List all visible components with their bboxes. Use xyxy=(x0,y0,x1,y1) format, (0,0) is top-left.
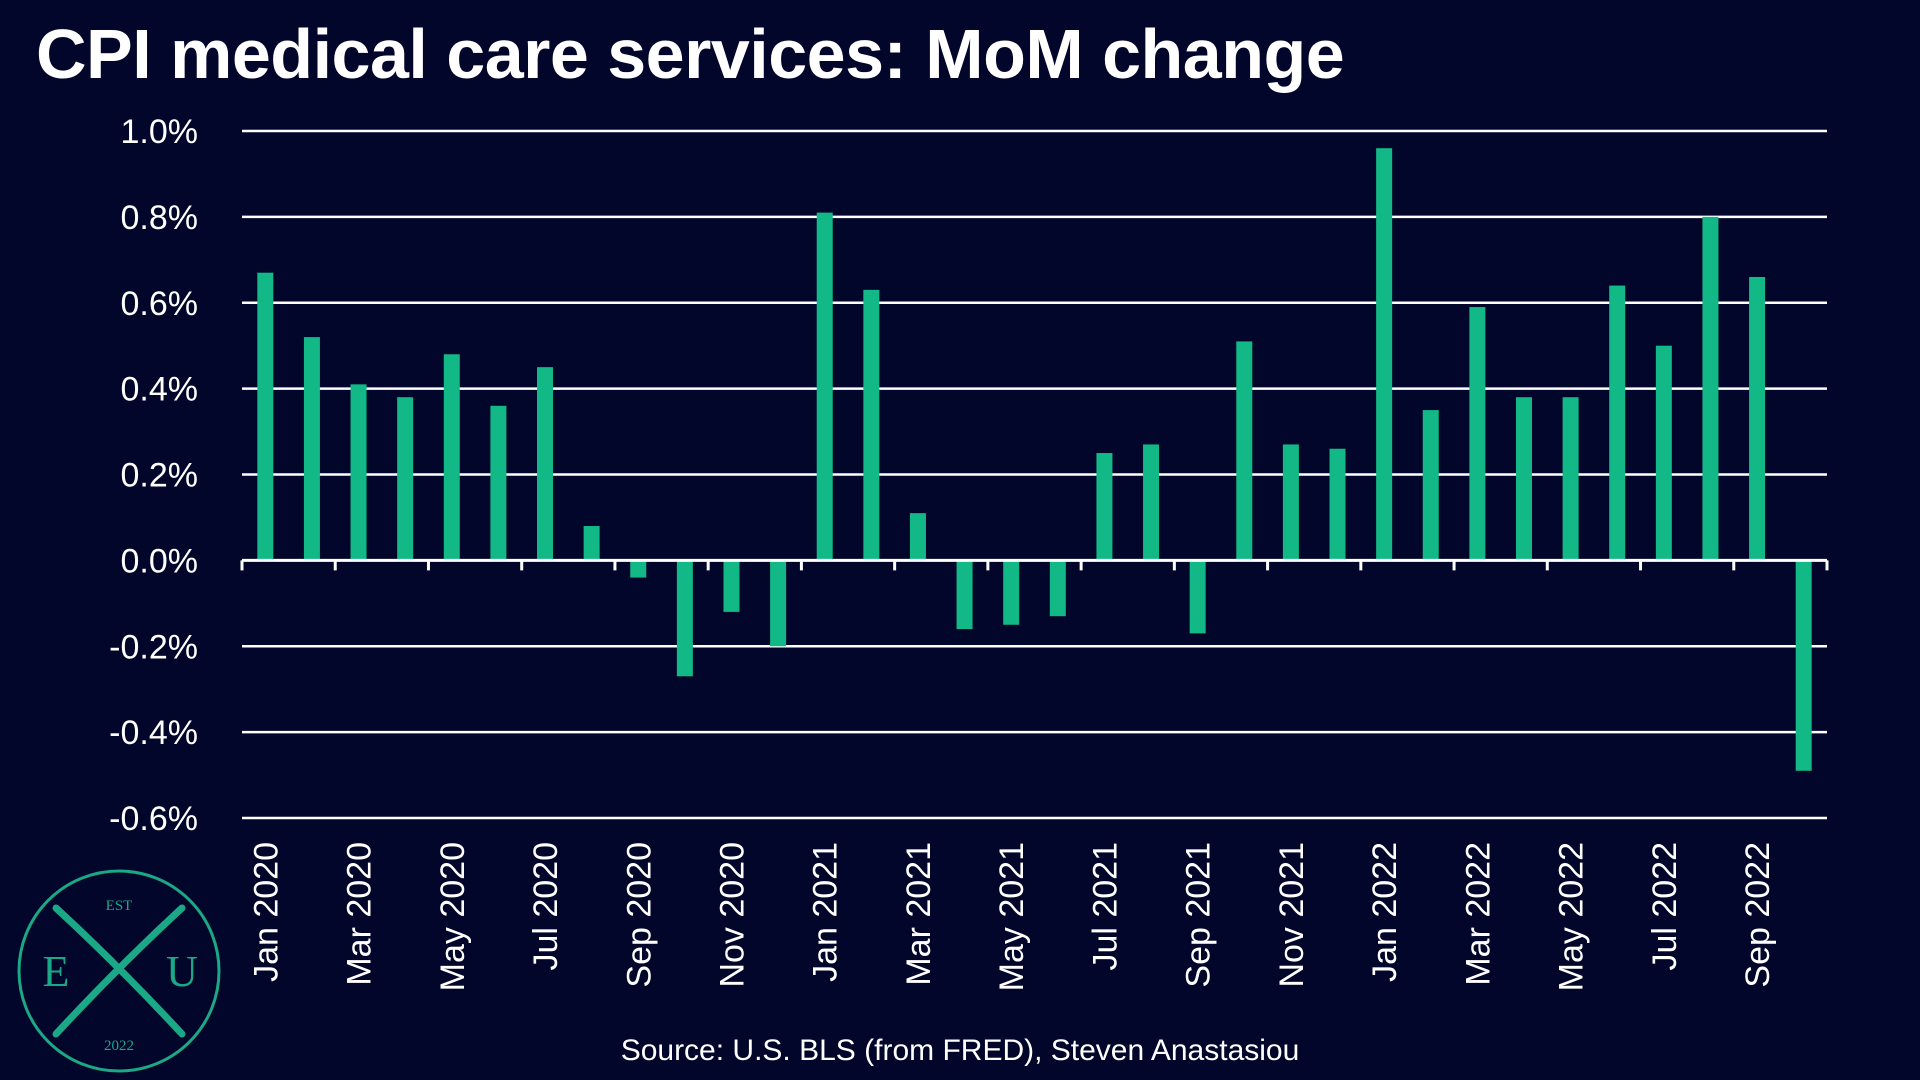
bar xyxy=(816,212,833,561)
bar xyxy=(1562,397,1579,561)
y-tick-label: 0.2% xyxy=(121,457,199,495)
bar xyxy=(1655,345,1672,561)
x-tick-label: Nov 2020 xyxy=(713,842,751,988)
logo-top-text: EST xyxy=(106,898,133,914)
source-note: Source: U.S. BLS (from FRED), Steven Ana… xyxy=(620,1034,1300,1067)
bar xyxy=(909,513,926,561)
bar xyxy=(583,526,600,561)
logo-right-letter: U xyxy=(166,947,198,996)
y-tick-label: -0.4% xyxy=(109,714,198,752)
bar xyxy=(257,272,274,561)
x-tick-label: Mar 2021 xyxy=(900,842,938,986)
bar xyxy=(863,289,880,561)
x-tick-label: Mar 2022 xyxy=(1459,842,1497,986)
x-tick-label: Sep 2021 xyxy=(1180,842,1218,988)
bar xyxy=(1422,410,1439,561)
y-tick-label: 1.0% xyxy=(121,113,199,151)
chart-title: CPI medical care services: MoM change xyxy=(36,15,1345,93)
logo-left-letter: E xyxy=(43,947,70,996)
bar xyxy=(1282,444,1299,561)
x-tick-label: Jul 2022 xyxy=(1646,842,1684,971)
x-axis-tick-labels: Jan 2020 Mar 2020 May 2020 Jul 2020 Sep 2020… xyxy=(247,842,1777,991)
bar xyxy=(1609,285,1626,561)
bar xyxy=(1795,560,1812,771)
x-tick-label: Jan 2022 xyxy=(1366,842,1404,982)
bar xyxy=(1376,148,1393,561)
bar xyxy=(1003,560,1020,625)
logo-ring xyxy=(17,869,221,1073)
y-tick-label: 0.0% xyxy=(121,542,199,580)
bar xyxy=(1469,307,1486,561)
x-axis xyxy=(240,558,1829,571)
y-tick-label: -0.2% xyxy=(109,628,198,666)
y-tick-label: 0.4% xyxy=(121,371,199,409)
bar xyxy=(303,337,320,561)
bar xyxy=(537,367,554,561)
bar xyxy=(397,397,414,561)
bar xyxy=(1515,397,1532,561)
x-tick-label: Sep 2020 xyxy=(620,842,658,988)
x-tick-label: May 2021 xyxy=(993,842,1031,991)
bar xyxy=(443,354,460,561)
bar xyxy=(1749,276,1766,561)
bar xyxy=(350,384,367,561)
x-tick-label: Jul 2021 xyxy=(1086,842,1124,971)
logo-bottom-text: 2022 xyxy=(104,1038,134,1054)
x-tick-label: May 2022 xyxy=(1553,842,1591,991)
bar xyxy=(956,560,973,630)
x-tick-label: Jul 2020 xyxy=(527,842,565,971)
x-tick-label: May 2020 xyxy=(434,842,472,991)
exu-logo: EST E X U 2022 xyxy=(17,869,221,1073)
bar xyxy=(630,560,647,578)
x-tick-label: Nov 2021 xyxy=(1273,842,1311,988)
bars xyxy=(257,148,1812,771)
y-tick-label: 0.6% xyxy=(121,285,199,323)
gridlines xyxy=(242,129,1827,820)
y-axis-tick-labels: 1.0% 0.8% 0.6% 0.4% 0.2% 0.0% -0.2% -0.4% -0.6% xyxy=(109,113,198,838)
x-tick-label: Sep 2022 xyxy=(1739,842,1777,988)
bar xyxy=(723,560,740,612)
bar xyxy=(490,405,507,561)
x-tick-label: Jan 2020 xyxy=(247,842,285,982)
x-tick-label: Jan 2021 xyxy=(807,842,845,982)
bar xyxy=(1096,453,1113,561)
bar xyxy=(1236,341,1253,561)
bar xyxy=(770,560,787,647)
bar xyxy=(1049,560,1066,617)
bar xyxy=(676,560,693,677)
y-tick-label: -0.6% xyxy=(109,800,198,838)
y-tick-label: 0.8% xyxy=(121,199,199,237)
bar xyxy=(1702,216,1719,561)
bar xyxy=(1329,448,1346,561)
x-tick-label: Mar 2020 xyxy=(341,842,379,986)
bar xyxy=(1189,560,1206,634)
bar xyxy=(1143,444,1160,561)
logo-stroke-right xyxy=(52,904,186,1038)
